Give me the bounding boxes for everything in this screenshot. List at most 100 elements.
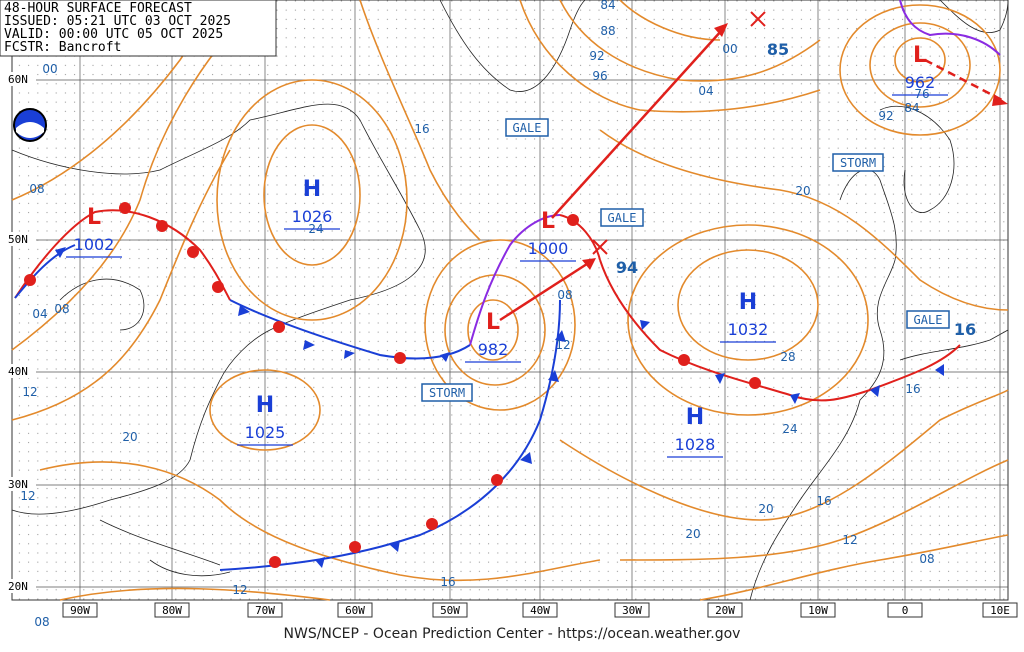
isobar-label: 16 (905, 382, 920, 396)
isobar-label: 20 (685, 527, 700, 541)
lat-label: 20N (8, 580, 28, 593)
lon-label: 30W (622, 604, 642, 617)
isobar-label: 00 (42, 62, 57, 76)
lon-label-box (707, 602, 743, 618)
header-line: 48-HOUR SURFACE FORECAST (4, 1, 192, 16)
center-type: L (541, 209, 555, 234)
isobar-label: 08 (54, 302, 69, 316)
isobar-label: 85 (767, 40, 789, 59)
storm-tracks (499, 11, 1008, 322)
lon-label: 10E (990, 604, 1010, 617)
lat-label-box (6, 579, 36, 593)
isobar-label: 92 (589, 49, 604, 63)
isobar-label: 08 (29, 182, 44, 196)
center-type: L (87, 205, 101, 230)
isobar-label: 94 (616, 258, 638, 277)
warning-label: GALE (608, 211, 637, 225)
lon-label-box (887, 602, 923, 618)
isobar-label: 12 (22, 385, 37, 399)
warning-label: STORM (840, 156, 876, 170)
center-type: H (256, 393, 274, 418)
lat-label-box (6, 477, 36, 491)
isobar-label: 92 (878, 109, 893, 123)
isobars (11, 0, 1009, 601)
warning-box (906, 310, 950, 329)
lon-label: 20W (715, 604, 735, 617)
noaa-logo (13, 108, 47, 142)
lon-label: 60W (345, 604, 365, 617)
footer: NWS/NCEP - Ocean Prediction Center - htt… (284, 626, 741, 642)
warning-label: STORM (429, 386, 465, 400)
isobar-label: 84 (600, 0, 615, 12)
center-type: L (913, 43, 927, 68)
isobar-label: 20 (758, 502, 773, 516)
dot-grid (12, 0, 1008, 600)
lat-label: 60N (8, 73, 28, 86)
isobar-label: 08 (919, 552, 934, 566)
center-pressure: 1025 (245, 423, 286, 442)
lat-label: 40N (8, 365, 28, 378)
lon-label: 0 (902, 604, 909, 617)
isobar-label: 20 (122, 430, 137, 444)
isobar-label: 28 (780, 350, 795, 364)
isobar-label: 12 (555, 338, 570, 352)
header-line: VALID: 00:00 UTC 05 OCT 2025 (4, 27, 223, 42)
lon-label-box (982, 602, 1018, 618)
isobar-label: 24 (782, 422, 797, 436)
warning-box (505, 118, 549, 137)
isobar-label: 84 (904, 101, 919, 115)
isobar-label: 96 (592, 69, 607, 83)
isobar-label: 12 (232, 583, 247, 597)
warning-box (832, 153, 884, 172)
lat-label: 30N (8, 478, 28, 491)
lat-label: 50N (8, 233, 28, 246)
lon-label-box (614, 602, 650, 618)
isobar-label: 12 (20, 489, 35, 503)
warning-label: GALE (914, 313, 943, 327)
lon-label: 40W (530, 604, 550, 617)
center-type: H (739, 290, 757, 315)
header-line: FCSTR: Bancroft (4, 40, 121, 55)
center-type: H (303, 177, 321, 202)
header-line: ISSUED: 05:21 UTC 03 OCT 2025 (4, 14, 231, 29)
coastlines (11, 0, 1009, 601)
warning-box (600, 208, 644, 227)
lat-label-box (6, 72, 36, 86)
isobar-label: 16 (440, 575, 455, 589)
lat-label-box (6, 364, 36, 378)
isobar-label: 20 (795, 184, 810, 198)
isobar-label: 04 (698, 84, 713, 98)
isobar-label: 16 (414, 122, 429, 136)
center-pressure: 1032 (728, 320, 769, 339)
isobar-label: 16 (816, 494, 831, 508)
isobar-label: 04 (32, 307, 47, 321)
warning-box (421, 383, 473, 402)
center-pressure: 962 (905, 73, 936, 92)
header-box (0, 0, 277, 57)
lon-label: 70W (255, 604, 275, 617)
isobar-label: 16 (954, 320, 976, 339)
isobar-label: 08 (34, 615, 49, 629)
isobar-label: 00 (722, 42, 737, 56)
lon-label-box (522, 602, 558, 618)
isobar-label: 12 (842, 533, 857, 547)
lon-label-box (247, 602, 283, 618)
fronts (14, 0, 1001, 571)
lon-label: 50W (440, 604, 460, 617)
lon-label: 80W (162, 604, 182, 617)
isobar-label: 08 (557, 288, 572, 302)
center-type: L (486, 310, 500, 335)
warning-label: GALE (513, 121, 542, 135)
lon-label: 10W (808, 604, 828, 617)
center-pressure: 982 (478, 340, 509, 359)
lon-label-box (432, 602, 468, 618)
center-pressure: 1028 (675, 435, 716, 454)
lat-label-box (6, 232, 36, 246)
lon-label-box (154, 602, 190, 618)
map-frame (11, 0, 1009, 601)
lon-label: 90W (70, 604, 90, 617)
lon-label-box (800, 602, 836, 618)
isobar-label: 88 (600, 24, 615, 38)
